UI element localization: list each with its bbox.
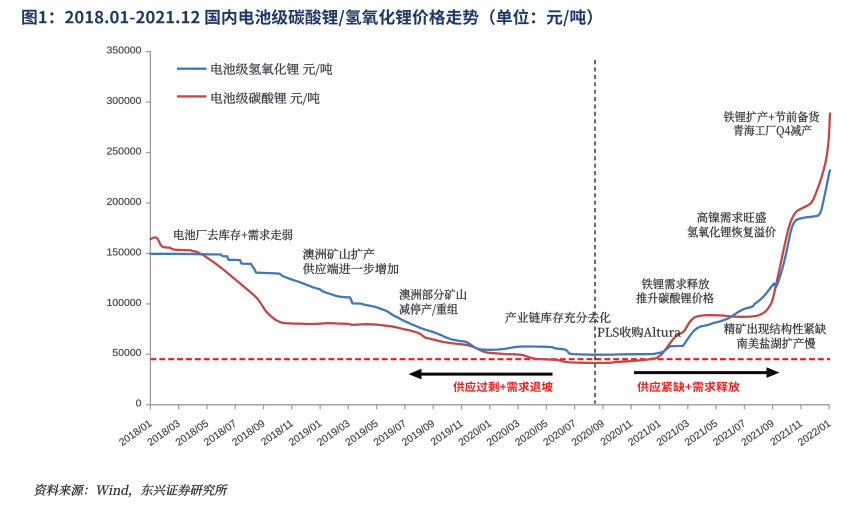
- svg-text:100000: 100000: [106, 297, 141, 309]
- svg-text:0: 0: [136, 398, 142, 410]
- svg-text:50000: 50000: [112, 347, 141, 359]
- svg-text:150000: 150000: [106, 246, 141, 258]
- svg-text:200000: 200000: [106, 196, 141, 208]
- svg-text:350000: 350000: [106, 45, 141, 57]
- svg-text:250000: 250000: [106, 145, 141, 157]
- svg-text:300000: 300000: [106, 95, 141, 107]
